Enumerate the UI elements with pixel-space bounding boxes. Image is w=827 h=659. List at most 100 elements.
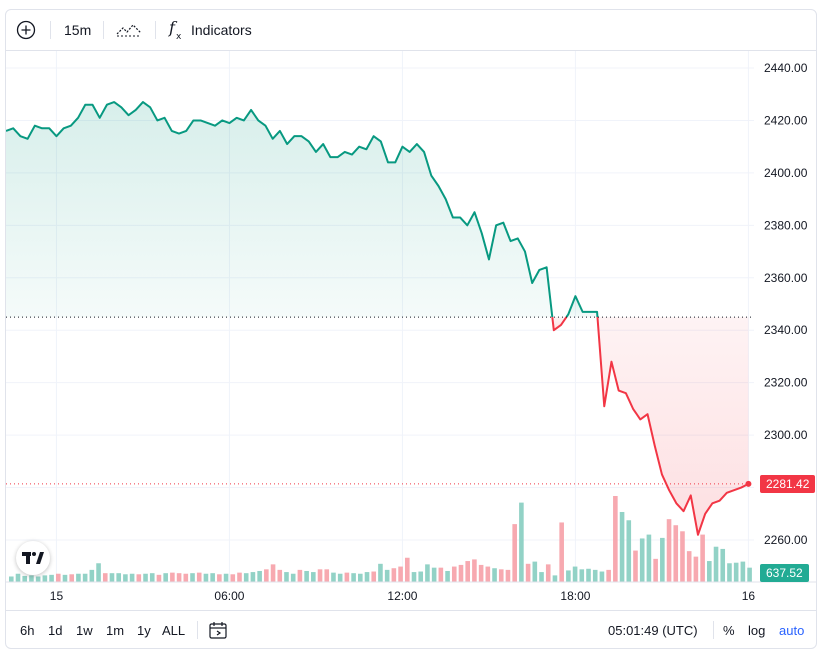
range-1d[interactable]: 1d — [48, 622, 63, 638]
area-fill-down — [552, 317, 567, 331]
percent-toggle[interactable]: % — [723, 622, 735, 638]
volume-bar — [364, 572, 370, 582]
volume-bar — [163, 573, 168, 582]
volume-bar — [237, 572, 242, 582]
volume-bar — [552, 575, 558, 582]
last-price-dot — [745, 480, 752, 487]
volume-bar — [156, 574, 162, 582]
area-fill-down — [597, 317, 749, 535]
volume-bar — [512, 524, 517, 582]
volume-bar — [720, 548, 726, 582]
price-line-down — [596, 317, 749, 536]
volume-bar — [492, 568, 497, 582]
volume-bar — [170, 572, 175, 582]
volume-bar — [9, 576, 14, 582]
volume-bar — [411, 572, 417, 582]
price-tick-label: 2300.00 — [764, 428, 808, 442]
last-price-label: 2281.42 — [760, 474, 816, 493]
time-tick-label: 12:00 — [387, 589, 417, 603]
volume-bar — [264, 569, 269, 582]
volume-bar — [42, 575, 48, 582]
volume-bar — [317, 569, 323, 582]
volume-bar — [358, 573, 363, 582]
date-range-button[interactable] — [208, 611, 228, 648]
range-6h[interactable]: 6h — [20, 622, 35, 638]
volume-bar — [539, 572, 544, 582]
volume-bar — [149, 573, 155, 582]
volume-bar — [693, 556, 699, 582]
volume-bar — [626, 520, 632, 582]
volume-bar — [606, 569, 611, 582]
volume-bar — [55, 573, 61, 582]
tradingview-logo[interactable] — [16, 541, 50, 575]
volume-bar — [116, 573, 121, 582]
volume-bar — [445, 570, 450, 582]
time-tick-label: 06:00 — [214, 589, 244, 603]
volume-bar — [297, 569, 303, 582]
toolbar-divider — [197, 621, 198, 639]
range-all[interactable]: ALL — [162, 622, 186, 638]
interval-button[interactable]: 15m — [64, 10, 91, 50]
auto-toggle[interactable]: auto — [779, 622, 805, 638]
volume-bar — [579, 569, 585, 582]
volume-bar — [76, 573, 81, 582]
volume-bar — [700, 534, 705, 582]
price-tick-label: 2380.00 — [764, 218, 808, 232]
price-tick-label: 2400.00 — [764, 166, 808, 180]
bottom-toolbar: 6h 1d 1w 1m 1y ALL 05:01:49 (UTC) % log … — [6, 610, 816, 648]
add-symbol-button[interactable] — [14, 10, 38, 50]
price-tick-label: 2440.00 — [764, 61, 808, 75]
toolbar-divider — [103, 21, 104, 39]
toolbar-divider — [155, 21, 156, 39]
chart-type-button[interactable] — [116, 10, 142, 50]
volume-bar — [203, 573, 209, 582]
volume-bar — [22, 575, 28, 582]
baseline-fills — [6, 102, 749, 535]
interval-label: 15m — [64, 22, 92, 38]
indicators-button[interactable]: f x Indicators — [167, 10, 252, 50]
volume-bar — [505, 569, 511, 582]
volume-bar — [740, 561, 746, 582]
fx-icon: f x — [168, 19, 182, 41]
volume-bar — [646, 534, 652, 582]
log-toggle[interactable]: log — [748, 622, 766, 638]
volume-bar — [633, 550, 638, 582]
volume-bar — [243, 573, 249, 582]
volume-bar — [96, 563, 101, 582]
volume-bar — [566, 570, 571, 582]
volume-bar — [660, 537, 665, 582]
price-tick-label: 2260.00 — [764, 533, 808, 547]
last-volume-label: 637.52 — [760, 564, 809, 582]
price-axis[interactable]: 2440.00 2420.00 2400.00 2380.00 2360.00 2340.… — [6, 61, 816, 583]
volume-bar — [196, 572, 202, 582]
volume-bar — [176, 573, 182, 582]
volume-bar — [592, 569, 598, 582]
volume-bar — [733, 562, 739, 582]
volume-bar — [136, 574, 142, 582]
volume-bars — [9, 496, 752, 582]
volume-bar — [458, 564, 464, 582]
volume-bar — [29, 575, 34, 582]
volume-bar — [519, 502, 524, 582]
volume-bar — [465, 561, 470, 582]
toolbar-divider — [713, 621, 714, 639]
chart-type-icon — [116, 24, 142, 37]
time-tick-label: 18:00 — [560, 589, 590, 603]
volume-bar — [431, 567, 437, 582]
price-chart[interactable]: 2440.00 2420.00 2400.00 2380.00 2360.00 2340.… — [6, 51, 816, 610]
volume-bar — [230, 574, 236, 582]
volume-bar — [223, 573, 229, 582]
range-1y[interactable]: 1y — [137, 622, 151, 638]
time-axis[interactable]: 15 06:00 12:00 18:00 16 — [50, 589, 756, 603]
volume-bar — [545, 564, 551, 582]
grid-lines — [6, 51, 754, 582]
chart-pane[interactable]: 2440.00 2420.00 2400.00 2380.00 2360.00 2340.… — [6, 51, 816, 610]
price-tick-label: 2320.00 — [764, 376, 808, 390]
volume-bar — [102, 573, 108, 582]
range-1w[interactable]: 1w — [76, 622, 93, 638]
range-1m[interactable]: 1m — [106, 622, 125, 638]
volume-bar — [250, 572, 256, 582]
price-line-down — [551, 316, 568, 332]
svg-text:x: x — [176, 32, 182, 41]
area-fill-up — [6, 102, 553, 318]
